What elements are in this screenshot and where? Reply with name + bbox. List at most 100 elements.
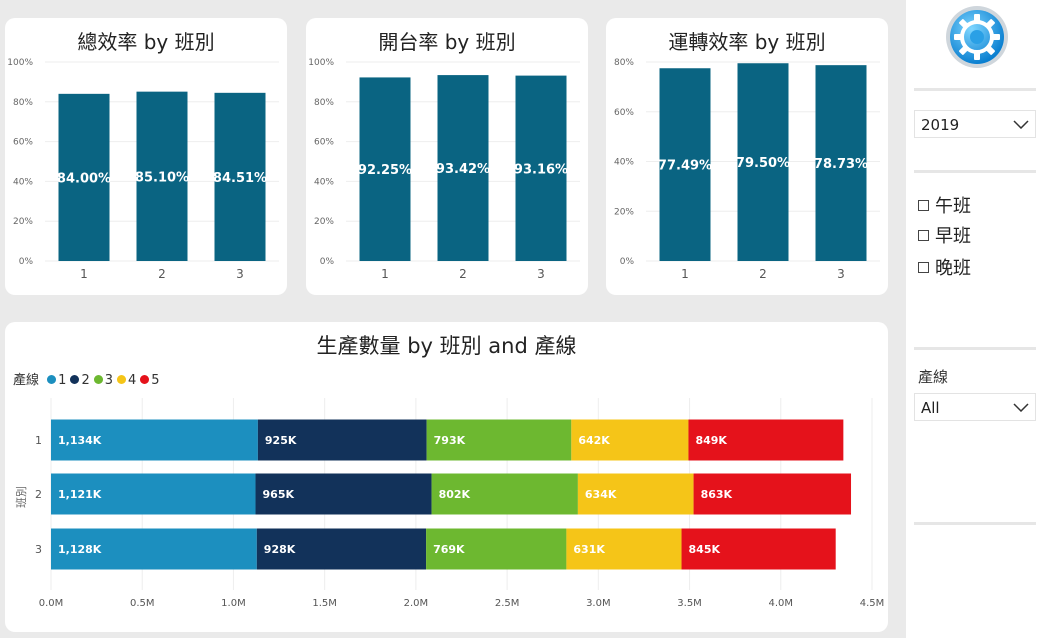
stacked-segment [693, 473, 852, 515]
data-label: 928K [264, 543, 296, 556]
legend-entry[interactable]: 3 [104, 373, 113, 388]
x-tick-label: 2 [759, 267, 767, 281]
y-tick-label: 40% [13, 177, 33, 187]
y-tick-label: 40% [614, 158, 634, 168]
year-dropdown[interactable]: 2019 [914, 110, 1036, 138]
stacked-segment [257, 419, 427, 461]
stacked-segment [571, 419, 689, 461]
divider [914, 347, 1036, 350]
y-tick-label: 80% [314, 98, 334, 108]
bar [136, 91, 188, 261]
stacked-segment [688, 419, 844, 461]
data-label: 965K [263, 488, 295, 501]
y-tick-label: 40% [314, 177, 334, 187]
data-label: 84.51% [213, 171, 267, 186]
chevron-down-icon [1013, 403, 1029, 412]
data-label: 845K [689, 543, 721, 556]
uptime-bar-chart[interactable]: 0% 20% 40% 60% 80% 100% 92.25% 1 93.42% 2 93.16% 3 [306, 18, 588, 295]
chevron-down-icon [1013, 120, 1029, 129]
stacked-segment [51, 473, 256, 515]
x-tick-label: 1.5M [312, 598, 337, 609]
data-label: 77.49% [658, 159, 712, 174]
x-tick-label: 3 [537, 267, 545, 281]
y-tick-label: 60% [614, 108, 634, 118]
data-label: 849K [695, 434, 727, 447]
production-stacked-bar-chart[interactable]: 0.0M 0.5M 1.0M 1.5M 2.0M 2.5M 3.0M 3.5M 4.0M 4.5M… [5, 322, 888, 632]
x-tick-label: 3 [236, 267, 244, 281]
divider [914, 522, 1036, 525]
filter-sidebar: 2019 午班 早班 晚班 產線 All [906, 0, 1041, 638]
y-tick-label: 3 [35, 543, 42, 556]
legend-entry[interactable]: 2 [81, 373, 90, 388]
x-tick-label: 2.0M [404, 598, 429, 609]
bar [214, 92, 266, 261]
legend-dot [93, 375, 103, 384]
y-tick-label: 100% [308, 58, 334, 68]
line-dropdown[interactable]: All [914, 393, 1036, 421]
shift-option-0[interactable]: 午班 [918, 192, 971, 218]
data-label: 631K [573, 543, 605, 556]
data-label: 84.00% [57, 171, 111, 186]
y-tick-label: 20% [614, 207, 634, 217]
y-tick-label: 20% [314, 217, 334, 227]
y-axis-label: 班別 [15, 486, 28, 508]
chart-title: 總效率 by 班別 [77, 30, 215, 54]
bar [359, 77, 411, 261]
shift-option-1[interactable]: 早班 [918, 222, 971, 248]
gear-logo-icon [946, 6, 1008, 68]
legend-dot [117, 375, 126, 384]
checkbox[interactable] [918, 199, 929, 211]
bar [737, 63, 789, 262]
legend-dot [47, 375, 57, 384]
checkbox[interactable] [918, 229, 929, 241]
shift-option-label: 午班 [935, 196, 971, 217]
y-tick-label: 80% [13, 98, 33, 108]
operation-efficiency-chart-card: 運轉效率 by 班別 0% 20% 40% 60% 80% 77.49% 1 79.50% 2 7… [606, 18, 888, 295]
stacked-segment [51, 528, 257, 570]
x-tick-label: 3.5M [677, 598, 702, 609]
data-label: 1,134K [58, 434, 102, 447]
stacked-segment [431, 473, 578, 515]
stacked-segment [426, 528, 567, 570]
y-tick-label: 0% [620, 257, 635, 267]
data-label: 92.25% [358, 163, 412, 178]
x-tick-label: 4.5M [860, 598, 885, 609]
x-tick-label: 4.0M [769, 598, 794, 609]
efficiency-bar-chart[interactable]: 0% 20% 40% 60% 80% 100% 84.00% 1 85.10% 2 84.51% 3 [5, 18, 287, 295]
legend-dot [140, 375, 150, 384]
data-label: 1,121K [58, 488, 102, 501]
y-tick-label: 0% [320, 257, 335, 267]
x-tick-label: 1 [381, 267, 389, 281]
checkbox[interactable] [918, 261, 929, 273]
data-label: 93.42% [436, 162, 490, 177]
x-tick-label: 1 [681, 267, 689, 281]
y-tick-label: 1 [35, 434, 42, 447]
chart-title: 開台率 by 班別 [378, 30, 516, 54]
operation-efficiency-bar-chart[interactable]: 0% 20% 40% 60% 80% 77.49% 1 79.50% 2 78.73% 3 [606, 18, 888, 295]
data-label: 85.10% [135, 170, 189, 185]
data-label: 642K [578, 434, 610, 447]
legend-entry[interactable]: 5 [151, 373, 160, 388]
data-label: 79.50% [736, 156, 790, 171]
y-tick-label: 20% [13, 217, 33, 227]
shift-option-2[interactable]: 晚班 [918, 254, 971, 280]
x-tick-label: 1.0M [221, 598, 246, 609]
legend-entry[interactable]: 4 [128, 373, 137, 388]
data-label: 78.73% [814, 157, 868, 172]
bar [58, 93, 110, 261]
data-label: 863K [701, 488, 733, 501]
stacked-segment [566, 528, 682, 570]
y-tick-label: 2 [35, 488, 42, 501]
y-tick-label: 60% [13, 138, 33, 148]
line-value: All [921, 399, 940, 417]
data-label: 634K [585, 488, 617, 501]
legend-entry[interactable]: 1 [58, 373, 67, 388]
divider [914, 88, 1036, 91]
uptime-chart-card: 開台率 by 班別 0% 20% 40% 60% 80% 100% 92.25% 1 93.42… [306, 18, 588, 295]
stacked-segment [577, 473, 694, 515]
bar [515, 75, 567, 261]
bar [437, 75, 489, 261]
chart-title: 生產數量 by 班別 and 產線 [316, 334, 577, 358]
